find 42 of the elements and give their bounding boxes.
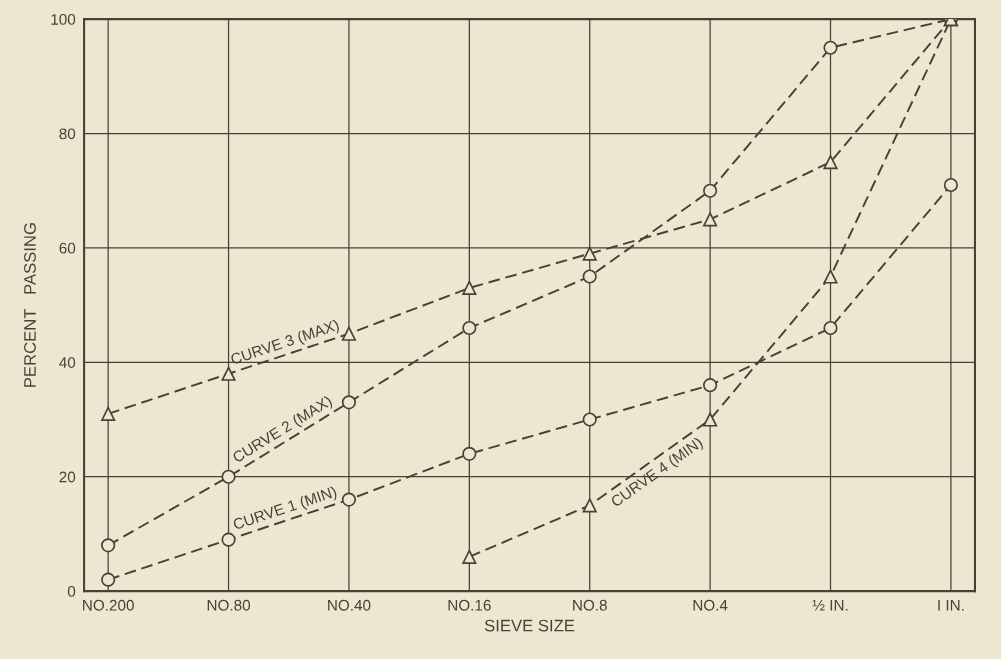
point	[703, 212, 718, 227]
point	[221, 366, 236, 381]
point	[101, 406, 116, 421]
point	[823, 40, 838, 55]
x-tick-label: NO.40	[328, 599, 371, 611]
x-tick-label: NO.200	[83, 599, 134, 611]
point	[823, 320, 838, 336]
x-tick-label: I IN.	[938, 600, 964, 611]
x-tick-label: NO.4	[693, 599, 728, 611]
point	[703, 183, 718, 198]
x-axis-title: SIEVE SIZE	[484, 619, 575, 632]
point	[823, 155, 838, 170]
y-tick-label: 60	[59, 242, 76, 254]
point	[943, 177, 958, 193]
point	[582, 269, 597, 284]
point	[341, 395, 357, 410]
point	[101, 572, 116, 587]
x-tick-label: NO.8	[573, 599, 607, 611]
y-tick-label: 40	[59, 357, 76, 368]
point	[221, 469, 236, 484]
point	[582, 412, 597, 427]
point	[582, 498, 597, 513]
point	[221, 532, 236, 547]
y-tick-label: 0	[67, 585, 76, 597]
y-axis-title: PERCENT PASSING	[24, 223, 36, 387]
y-tick-label: 100	[51, 13, 76, 25]
point	[462, 280, 477, 296]
point	[582, 246, 597, 261]
point	[341, 492, 357, 507]
point	[823, 269, 838, 284]
x-tick-label: NO.80	[207, 599, 251, 611]
x-tick-label: NO.16	[448, 599, 491, 611]
y-tick-label: 20	[59, 471, 76, 483]
point	[703, 412, 718, 427]
y-tick-label: 80	[59, 128, 76, 140]
point	[462, 446, 477, 461]
point	[462, 549, 477, 564]
x-tick-label: ½ IN.	[812, 600, 848, 611]
point	[703, 378, 718, 393]
point	[101, 538, 116, 553]
point	[462, 320, 477, 336]
point	[341, 326, 357, 341]
